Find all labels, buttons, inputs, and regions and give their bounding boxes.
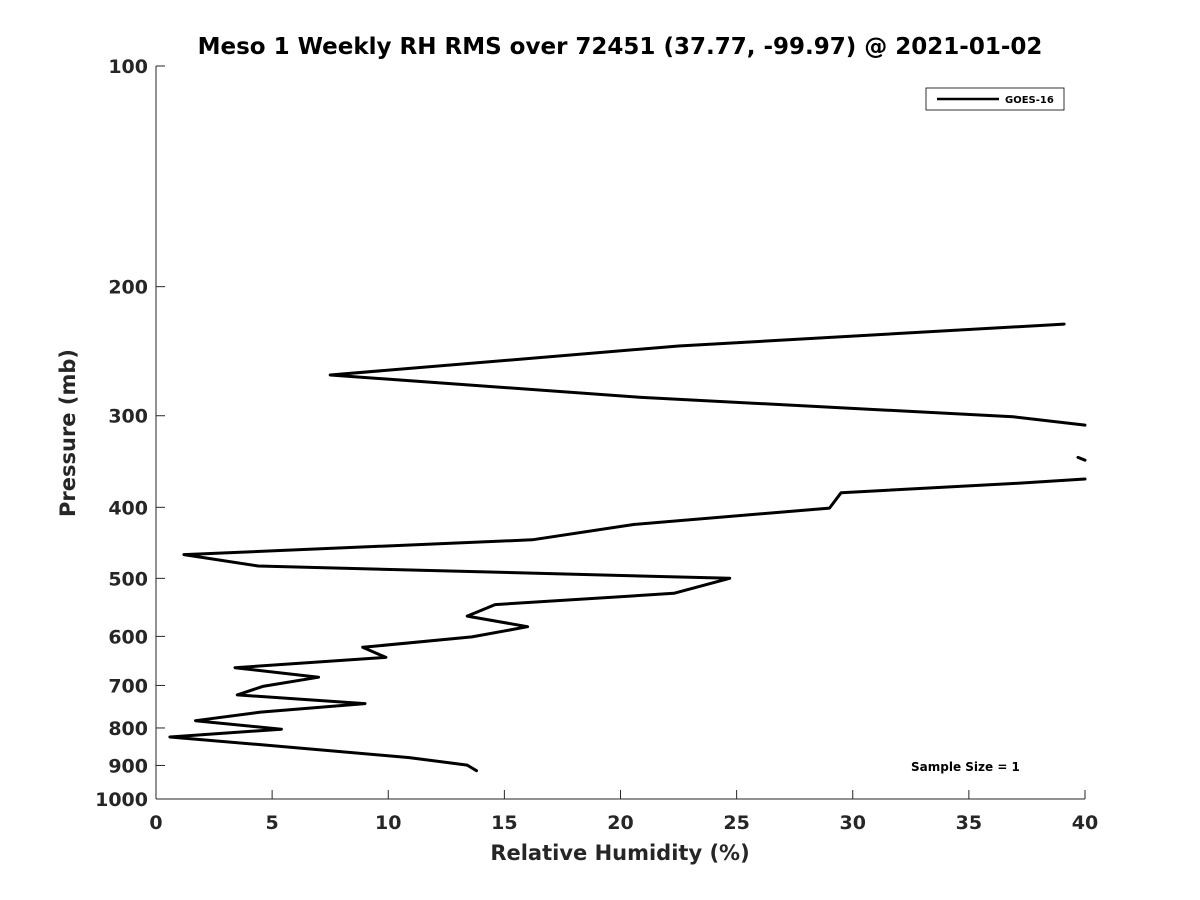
x-axis-ticks: 0 5 10 15 20 25 30 35 40 <box>149 790 1098 834</box>
legend: GOES-16 <box>925 87 1065 111</box>
y-tick-label: 900 <box>108 755 148 777</box>
sample-size-annotation: Sample Size = 1 <box>911 760 1020 774</box>
plot-background <box>156 66 1085 799</box>
series-line-goes-16 <box>1076 455 1087 462</box>
x-tick-label: 0 <box>149 812 162 834</box>
series-line-goes-16 <box>168 477 1087 773</box>
y-axis-label: Pressure (mb) <box>56 349 80 517</box>
x-tick-label: 30 <box>840 812 866 834</box>
y-tick-label: 100 <box>108 56 148 78</box>
x-tick-label: 25 <box>723 812 749 834</box>
series-line-goes-16 <box>328 322 1087 427</box>
plot-area <box>155 66 1087 800</box>
x-tick-label: 5 <box>266 812 279 834</box>
y-axis-ticks: 100 200 300 400 500 600 700 800 900 1000 <box>95 56 165 811</box>
y-tick-label: 600 <box>108 626 148 648</box>
y-tick-label: 700 <box>108 675 148 697</box>
x-tick-label: 15 <box>491 812 517 834</box>
x-tick-label: 20 <box>607 812 633 834</box>
data-lines <box>168 322 1087 773</box>
y-tick-label: 500 <box>108 568 148 590</box>
y-tick-label: 800 <box>108 718 148 740</box>
y-tick-label: 200 <box>108 277 148 299</box>
y-tick-label: 1000 <box>95 789 148 811</box>
chart-title: Meso 1 Weekly RH RMS over 72451 (37.77, … <box>198 34 1043 60</box>
legend-entry-goes-16: GOES-16 <box>1005 95 1054 106</box>
x-tick-label: 40 <box>1072 812 1098 834</box>
x-tick-label: 35 <box>956 812 982 834</box>
y-tick-label: 400 <box>108 497 148 519</box>
y-tick-label: 300 <box>108 406 148 428</box>
x-tick-label: 10 <box>375 812 401 834</box>
x-axis-label: Relative Humidity (%) <box>490 841 749 865</box>
